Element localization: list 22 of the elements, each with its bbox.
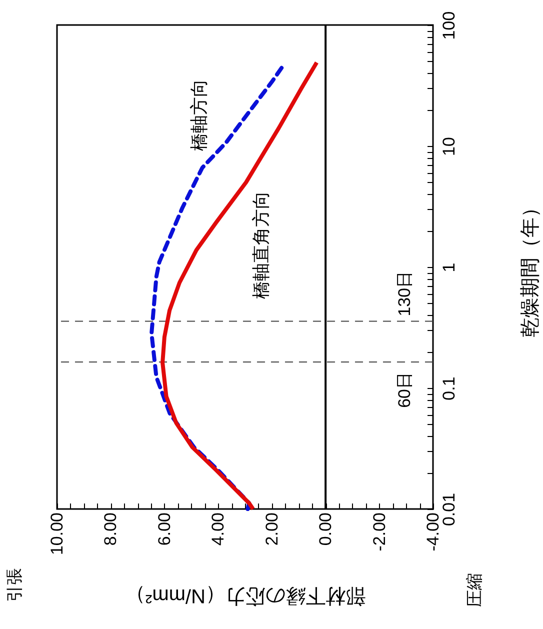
y-tick-label: 1 — [440, 262, 458, 272]
text: 圧縮 — [465, 573, 484, 607]
text: 橋軸直角方向 — [251, 191, 271, 299]
x-tick-label: -4.00 — [424, 512, 442, 552]
x-axis-title: 部材下縁の応力（N/mm²） — [126, 584, 366, 608]
y-tick-label: 0.01 — [440, 492, 458, 526]
text: 橋軸方向 — [189, 79, 209, 151]
x-tick-label: 8.00 — [101, 512, 120, 546]
x-tick-label: 2.00 — [262, 512, 282, 546]
text: 引張 — [5, 568, 24, 602]
y-axis-title: 乾燥期間（年） — [520, 198, 542, 338]
x-tick-label: 4.00 — [208, 512, 228, 546]
x-tick-label: 10.00 — [48, 512, 66, 556]
x-tick-label: -2.00 — [370, 512, 389, 552]
x-tick-label: 0.00 — [316, 512, 336, 546]
line-series — [160, 60, 319, 511]
y-tick-label: 0.1 — [440, 376, 458, 400]
y-tick-label: 10 — [440, 137, 458, 156]
x-tick-label: 6.00 — [154, 512, 174, 546]
ref-line-label: 130日 — [395, 270, 414, 316]
ref-line-label: 60日 — [395, 372, 414, 408]
y-tick-label: 100 — [440, 11, 458, 40]
